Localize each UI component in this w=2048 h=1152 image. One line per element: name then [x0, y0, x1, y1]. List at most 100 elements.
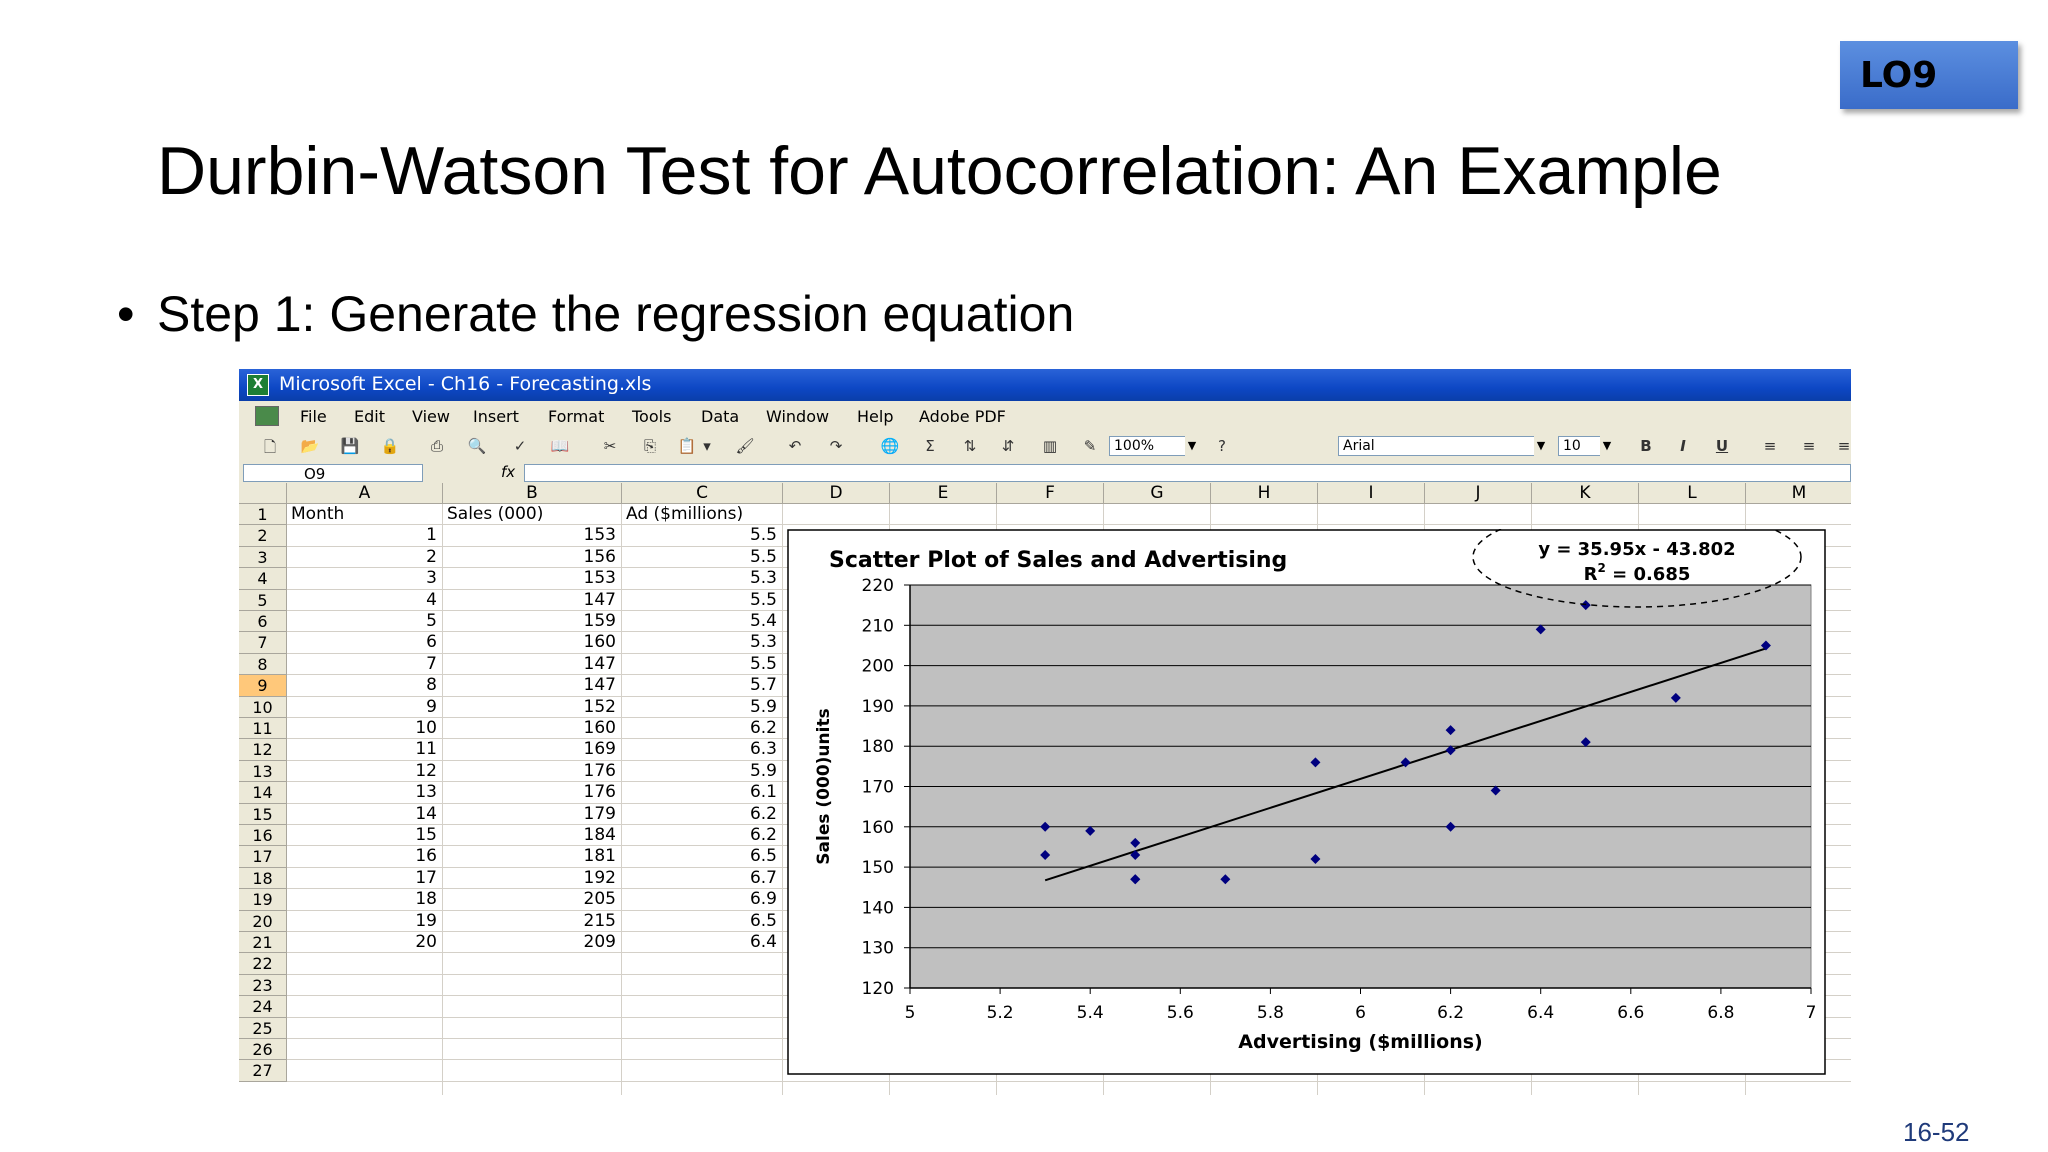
column-header[interactable]: E [890, 483, 997, 504]
data-cell[interactable]: 181 [583, 846, 616, 867]
data-cell[interactable]: 17 [415, 867, 437, 888]
scatter-chart[interactable]: Scatter Plot of Sales and Advertising 120… [787, 529, 1826, 1075]
data-cell[interactable]: 3 [426, 568, 437, 589]
font-name-dropdown-icon[interactable]: ▼ [1534, 436, 1548, 456]
data-cell[interactable]: 8 [426, 675, 437, 696]
data-cell[interactable]: 5.9 [749, 760, 777, 781]
drawing-icon[interactable]: ✎ [1083, 437, 1097, 455]
data-cell[interactable]: 153 [583, 568, 616, 589]
data-cell[interactable]: 5.5 [749, 525, 777, 546]
redo-icon[interactable]: ↷ [829, 437, 843, 455]
data-cell[interactable]: 16 [415, 846, 437, 867]
name-box[interactable]: O9 [243, 464, 423, 483]
cut-icon[interactable]: ✂ [603, 437, 617, 455]
data-cell[interactable]: 192 [583, 867, 616, 888]
menu-format[interactable]: Format [548, 407, 605, 426]
row-header[interactable]: 20 [239, 910, 287, 932]
data-cell[interactable]: 169 [583, 739, 616, 760]
row-header[interactable]: 14 [239, 782, 287, 804]
menu-insert[interactable]: Insert [473, 407, 519, 426]
menu-tools[interactable]: Tools [632, 407, 672, 426]
menu-adobe-pdf[interactable]: Adobe PDF [919, 407, 1006, 426]
data-point[interactable] [1310, 757, 1321, 768]
data-cell[interactable]: 6.5 [749, 846, 777, 867]
row-header[interactable]: 19 [239, 889, 287, 911]
data-cell[interactable]: 15 [415, 825, 437, 845]
data-cell[interactable]: 160 [583, 632, 616, 653]
row-header[interactable]: 16 [239, 825, 287, 847]
row-header[interactable]: 22 [239, 953, 287, 975]
column-header[interactable]: A [287, 483, 443, 504]
italic-icon[interactable]: I [1680, 437, 1686, 455]
row-header[interactable]: 21 [239, 932, 287, 954]
row-header[interactable]: 5 [239, 589, 287, 611]
data-cell[interactable]: 179 [583, 803, 616, 824]
menu-window[interactable]: Window [766, 407, 830, 426]
row-header[interactable]: 7 [239, 632, 287, 654]
data-point[interactable] [1535, 624, 1546, 635]
data-point[interactable] [1445, 725, 1456, 736]
help-icon[interactable]: ? [1218, 437, 1226, 455]
data-cell[interactable]: 147 [583, 653, 616, 674]
hyperlink-icon[interactable]: 🌐 [880, 437, 900, 455]
row-header[interactable]: 4 [239, 568, 287, 590]
row-header[interactable]: 17 [239, 846, 287, 868]
data-cell[interactable]: 5.5 [749, 653, 777, 674]
data-cell[interactable]: 5.3 [749, 568, 777, 589]
data-cell[interactable]: 215 [583, 910, 616, 931]
data-point[interactable] [1130, 874, 1141, 885]
data-cell[interactable]: 205 [583, 889, 616, 910]
research-icon[interactable]: 📖 [550, 437, 570, 455]
data-cell[interactable]: 153 [583, 525, 616, 546]
data-cell[interactable]: 4 [426, 589, 437, 610]
data-cell[interactable]: 147 [583, 675, 616, 696]
bold-icon[interactable]: B [1640, 437, 1652, 455]
column-header[interactable]: F [997, 483, 1104, 504]
select-all-corner[interactable] [239, 483, 287, 504]
print-preview-icon[interactable]: 🔍 [467, 437, 487, 455]
data-cell[interactable]: 5.5 [749, 589, 777, 610]
data-cell[interactable]: 5.7 [749, 675, 777, 696]
sort-descending-icon[interactable]: ⇵ [1001, 437, 1015, 455]
data-point[interactable] [1085, 825, 1096, 836]
data-cell[interactable]: 12 [415, 760, 437, 781]
row-header[interactable]: 13 [239, 760, 287, 783]
row-header[interactable]: 26 [239, 1039, 287, 1061]
new-icon[interactable]: 🗋 [263, 438, 277, 456]
data-cell[interactable]: 14 [415, 803, 437, 824]
column-header[interactable]: M [1746, 483, 1851, 504]
data-cell[interactable]: 184 [583, 825, 616, 845]
column-header[interactable]: I [1318, 483, 1425, 504]
data-cell[interactable]: 176 [583, 782, 616, 803]
data-point[interactable] [1760, 640, 1771, 651]
row-header[interactable]: 27 [239, 1060, 287, 1082]
data-point[interactable] [1130, 837, 1141, 848]
data-point[interactable] [1670, 692, 1681, 703]
column-header[interactable]: H [1211, 483, 1318, 504]
underline-icon[interactable]: U [1715, 437, 1729, 455]
data-cell[interactable]: 5.9 [749, 696, 777, 717]
menu-edit[interactable]: Edit [354, 407, 385, 426]
data-cell[interactable]: 9 [426, 696, 437, 717]
header-cell[interactable]: Ad ($millions) [626, 504, 744, 524]
data-cell[interactable]: 6.1 [749, 782, 777, 803]
row-header[interactable]: 3 [239, 546, 287, 569]
data-cell[interactable]: 5.5 [749, 546, 777, 567]
data-point[interactable] [1220, 874, 1231, 885]
paste-dropdown-icon[interactable]: ▾ [703, 437, 711, 455]
data-cell[interactable]: 6.5 [749, 910, 777, 931]
column-header[interactable]: G [1104, 483, 1211, 504]
data-cell[interactable]: 11 [415, 739, 437, 760]
autosum-icon[interactable]: Σ [925, 437, 935, 455]
data-cell[interactable]: 19 [415, 910, 437, 931]
data-cell[interactable]: 6.9 [749, 889, 777, 910]
data-cell[interactable]: 5.3 [749, 632, 777, 653]
menu-help[interactable]: Help [857, 407, 894, 426]
format-painter-icon[interactable]: 🖌 [735, 437, 755, 455]
menu-view[interactable]: View [412, 407, 450, 426]
data-point[interactable] [1445, 821, 1456, 832]
data-cell[interactable]: 147 [583, 589, 616, 610]
data-cell[interactable]: 5 [426, 611, 437, 631]
align-center-icon[interactable]: ≡ [1802, 437, 1816, 455]
save-icon[interactable]: 💾 [340, 437, 360, 455]
